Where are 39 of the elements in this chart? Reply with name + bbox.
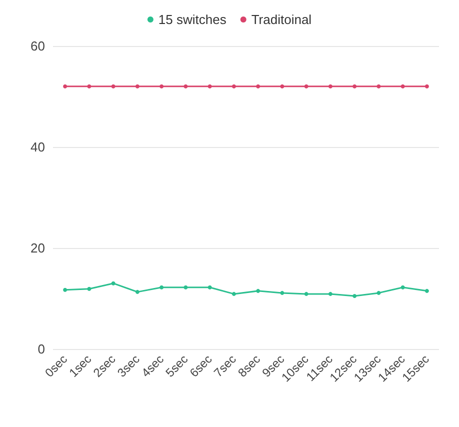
y-tick-label: 60	[30, 38, 45, 54]
x-tick-label: 0sec	[42, 352, 70, 380]
point	[87, 84, 92, 88]
point	[424, 84, 429, 88]
point	[184, 84, 188, 88]
point	[352, 294, 357, 298]
point	[160, 84, 164, 88]
point	[376, 290, 381, 295]
point	[111, 84, 116, 88]
legend-label: 15 switches	[158, 12, 227, 27]
point	[328, 84, 332, 88]
point	[208, 285, 212, 290]
point	[400, 285, 405, 290]
point	[352, 84, 357, 88]
legend-label: Traditoinal	[251, 12, 312, 27]
point	[328, 292, 332, 296]
point	[87, 286, 92, 291]
point	[304, 292, 308, 296]
point	[232, 292, 236, 296]
point	[232, 84, 236, 88]
point	[280, 290, 284, 295]
point	[400, 84, 405, 88]
point	[280, 84, 284, 88]
point	[304, 84, 308, 88]
point	[160, 285, 164, 290]
y-tick-label: 20	[30, 240, 45, 256]
point	[63, 288, 68, 292]
point	[256, 84, 260, 88]
point	[184, 285, 188, 290]
point	[63, 84, 68, 88]
point	[376, 84, 381, 88]
point	[135, 84, 140, 88]
y-tick-label: 0	[38, 342, 45, 356]
point	[135, 290, 140, 294]
point	[256, 288, 260, 293]
point	[111, 281, 116, 286]
y-tick-label: 40	[30, 140, 45, 154]
point	[208, 84, 212, 88]
point	[424, 288, 429, 293]
